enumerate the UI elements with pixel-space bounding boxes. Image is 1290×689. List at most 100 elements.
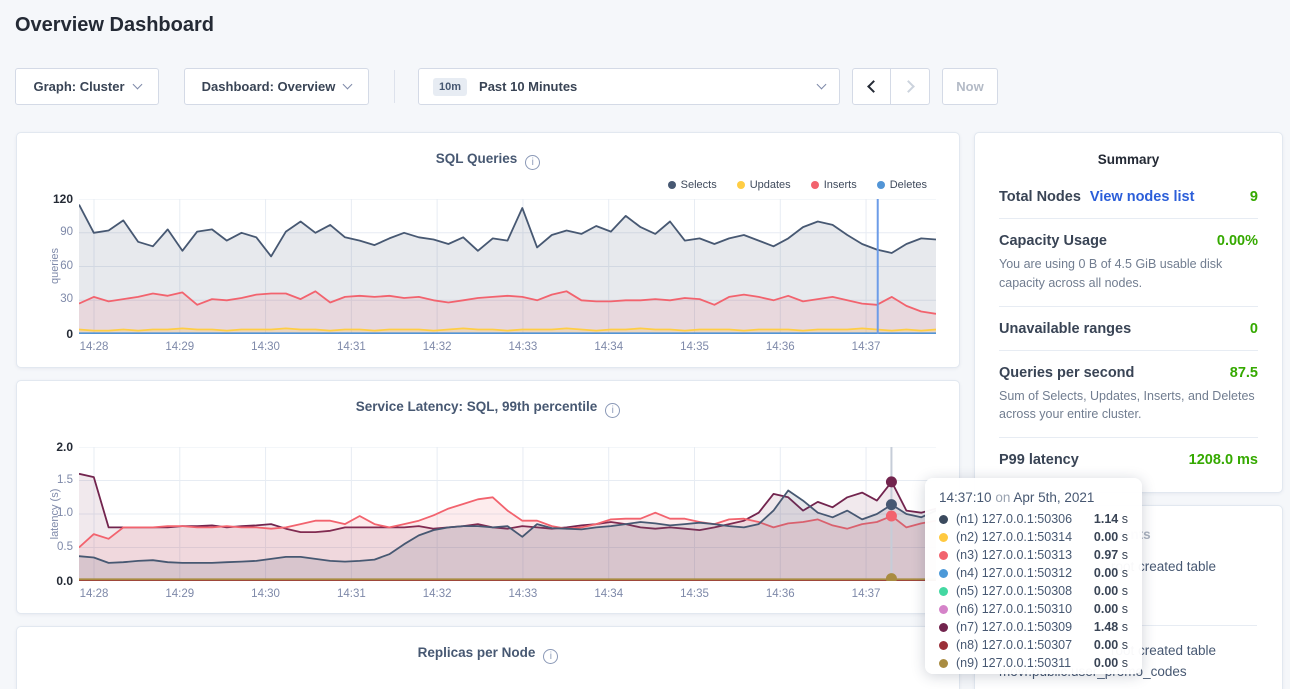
- tooltip-node-row: (n5) 127.0.0.1:503080.00 s: [939, 582, 1128, 600]
- x-axis-tick: 14:29: [156, 341, 204, 353]
- tooltip-node-row: (n4) 127.0.0.1:503120.00 s: [939, 564, 1128, 582]
- service-latency-panel: Service Latency: SQL, 99th percentilei l…: [16, 380, 960, 614]
- legend-label: Inserts: [824, 179, 857, 191]
- tooltip-node-row: (n7) 127.0.0.1:503091.48 s: [939, 618, 1128, 636]
- qps-desc: Sum of Selects, Updates, Inserts, and De…: [999, 387, 1258, 425]
- legend-item[interactable]: Deletes: [877, 179, 927, 191]
- unavailable-ranges-value: 0: [1250, 321, 1258, 337]
- now-button[interactable]: Now: [942, 68, 998, 105]
- node-color-dot-icon: [939, 533, 948, 542]
- legend-dot-icon: [668, 181, 676, 189]
- chart-title: Replicas per Node i: [17, 645, 959, 664]
- tooltip-node-row: (n3) 127.0.0.1:503130.97 s: [939, 546, 1128, 564]
- node-color-dot-icon: [939, 605, 948, 614]
- x-axis-tick: 14:31: [327, 341, 375, 353]
- capacity-usage-value: 0.00%: [1217, 233, 1258, 249]
- x-axis-tick: 14:34: [585, 341, 633, 353]
- time-nav-group: [852, 68, 930, 105]
- x-axis-tick: 14:30: [242, 588, 290, 600]
- chart-hover-tooltip: 14:37:10 on Apr 5th, 2021 (n1) 127.0.0.1…: [925, 478, 1142, 674]
- x-axis-tick: 14:29: [156, 588, 204, 600]
- capacity-usage-label: Capacity Usage: [999, 233, 1107, 249]
- tooltip-node-row: (n1) 127.0.0.1:503061.14 s: [939, 510, 1128, 528]
- summary-row-unavailable: Unavailable ranges 0: [999, 307, 1258, 351]
- info-icon[interactable]: i: [525, 155, 540, 170]
- y-axis-tick: 30: [29, 293, 73, 305]
- time-next-button[interactable]: [891, 68, 930, 105]
- info-icon[interactable]: i: [543, 649, 558, 664]
- node-latency-value: 1.48 s: [1094, 620, 1128, 634]
- legend-item[interactable]: Selects: [668, 179, 717, 191]
- tooltip-time: 14:37:10: [939, 490, 992, 505]
- time-range-dropdown[interactable]: 10m Past 10 Minutes: [418, 68, 840, 105]
- node-address: (n8) 127.0.0.1:50307: [956, 638, 1072, 652]
- chart-title: SQL Queriesi: [17, 151, 959, 170]
- sql-queries-plot[interactable]: [79, 199, 936, 334]
- tooltip-node-row: (n8) 127.0.0.1:503070.00 s: [939, 636, 1128, 654]
- x-axis-tick: 14:37: [842, 588, 890, 600]
- chevron-down-icon: [343, 80, 353, 90]
- node-address: (n2) 127.0.0.1:50314: [956, 530, 1072, 544]
- dashboard-dropdown[interactable]: Dashboard: Overview: [184, 68, 369, 105]
- y-axis-tick: 0: [29, 327, 73, 341]
- node-latency-value: 0.00 s: [1094, 566, 1128, 580]
- p99-latency-label: P99 latency: [999, 452, 1079, 468]
- graph-scope-label: Graph: Cluster: [33, 79, 124, 94]
- legend-dot-icon: [811, 181, 819, 189]
- tooltip-node-row: (n6) 127.0.0.1:503100.00 s: [939, 600, 1128, 618]
- node-address: (n9) 127.0.0.1:50311: [956, 656, 1071, 670]
- legend-dot-icon: [877, 181, 885, 189]
- chevron-down-icon: [132, 80, 142, 90]
- summary-panel: Summary Total Nodes View nodes list 9 Ca…: [974, 132, 1283, 493]
- qps-value: 87.5: [1230, 365, 1258, 381]
- sql-queries-legend: Selects Updates Inserts Deletes: [668, 179, 927, 191]
- summary-title: Summary: [999, 133, 1258, 175]
- summary-row-total-nodes: Total Nodes View nodes list 9: [999, 175, 1258, 219]
- tooltip-date: Apr 5th, 2021: [1013, 490, 1094, 505]
- node-latency-value: 0.00 s: [1094, 602, 1128, 616]
- y-axis-tick: 0.5: [29, 541, 73, 553]
- view-nodes-list-link[interactable]: View nodes list: [1090, 189, 1195, 205]
- service-latency-plot[interactable]: [79, 447, 936, 581]
- legend-item[interactable]: Updates: [737, 179, 791, 191]
- node-latency-value: 0.00 s: [1094, 584, 1128, 598]
- node-color-dot-icon: [939, 569, 948, 578]
- legend-dot-icon: [737, 181, 745, 189]
- tooltip-timestamp: 14:37:10 on Apr 5th, 2021: [939, 490, 1128, 505]
- total-nodes-value: 9: [1250, 189, 1258, 205]
- node-address: (n1) 127.0.0.1:50306: [956, 512, 1072, 526]
- node-color-dot-icon: [939, 623, 948, 632]
- x-axis-tick: 14:34: [585, 588, 633, 600]
- node-latency-value: 0.97 s: [1094, 548, 1128, 562]
- time-prev-button[interactable]: [852, 68, 891, 105]
- replicas-per-node-title: Replicas per Node: [418, 645, 536, 660]
- legend-label: Deletes: [890, 179, 927, 191]
- tooltip-on: on: [995, 490, 1010, 505]
- tooltip-node-row: (n2) 127.0.0.1:50314 0.00 s: [939, 528, 1128, 546]
- dashboard-label: Dashboard: Overview: [202, 79, 336, 94]
- node-color-dot-icon: [939, 641, 948, 650]
- toolbar-divider: [394, 70, 395, 103]
- legend-item[interactable]: Inserts: [811, 179, 857, 191]
- page-title: Overview Dashboard: [15, 14, 214, 37]
- summary-row-p99: P99 latency 1208.0 ms: [999, 438, 1258, 481]
- x-axis-tick: 14:33: [499, 341, 547, 353]
- time-range-badge: 10m: [433, 78, 467, 96]
- y-axis-tick: 2.0: [29, 440, 73, 454]
- replicas-per-node-panel: Replicas per Node i: [16, 626, 960, 689]
- x-axis-tick: 14:28: [70, 341, 118, 353]
- graph-scope-dropdown[interactable]: Graph: Cluster: [15, 68, 159, 105]
- node-latency-value: 0.00 s: [1094, 530, 1128, 544]
- x-axis-tick: 14:36: [756, 588, 804, 600]
- x-axis-tick: 14:37: [842, 341, 890, 353]
- sql-queries-panel: SQL Queriesi Selects Updates Inserts Delete…: [16, 132, 960, 368]
- x-axis-tick: 14:35: [670, 588, 718, 600]
- legend-label: Selects: [681, 179, 717, 191]
- info-icon[interactable]: i: [605, 403, 620, 418]
- qps-label: Queries per second: [999, 365, 1134, 381]
- x-axis-tick: 14:32: [413, 588, 461, 600]
- x-axis-tick: 14:31: [327, 588, 375, 600]
- x-axis-tick: 14:32: [413, 341, 461, 353]
- total-nodes-label: Total Nodes: [999, 189, 1081, 205]
- time-range-label: Past 10 Minutes: [479, 79, 577, 94]
